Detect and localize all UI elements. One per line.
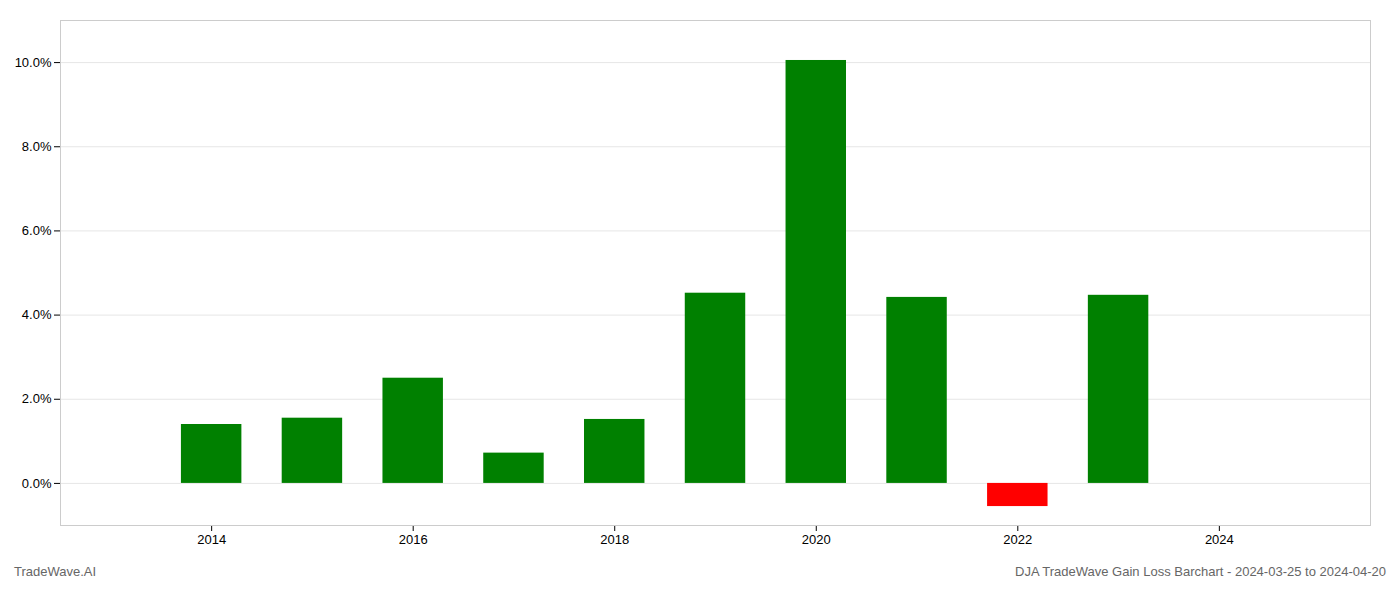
svg-text:2014: 2014 [197, 532, 226, 547]
svg-text:8.0%: 8.0% [22, 139, 52, 154]
svg-text:2016: 2016 [399, 532, 428, 547]
svg-text:2020: 2020 [802, 532, 831, 547]
svg-text:0.0%: 0.0% [22, 476, 52, 491]
svg-text:10.0%: 10.0% [15, 55, 52, 70]
html-text:TradeWave.AI: TradeWave.AI [14, 564, 97, 579]
svg-text:6.0%: 6.0% [22, 223, 52, 238]
svg-text:2024: 2024 [1205, 532, 1234, 547]
svg-text:2018: 2018 [600, 532, 629, 547]
html-text:DJA TradeWave Gain Loss Barcha: DJA TradeWave Gain Loss Barchart - 2024-… [1015, 564, 1386, 579]
svg-text:4.0%: 4.0% [22, 307, 52, 322]
svg-text:2.0%: 2.0% [22, 391, 52, 406]
svg-text:2022: 2022 [1003, 532, 1032, 547]
